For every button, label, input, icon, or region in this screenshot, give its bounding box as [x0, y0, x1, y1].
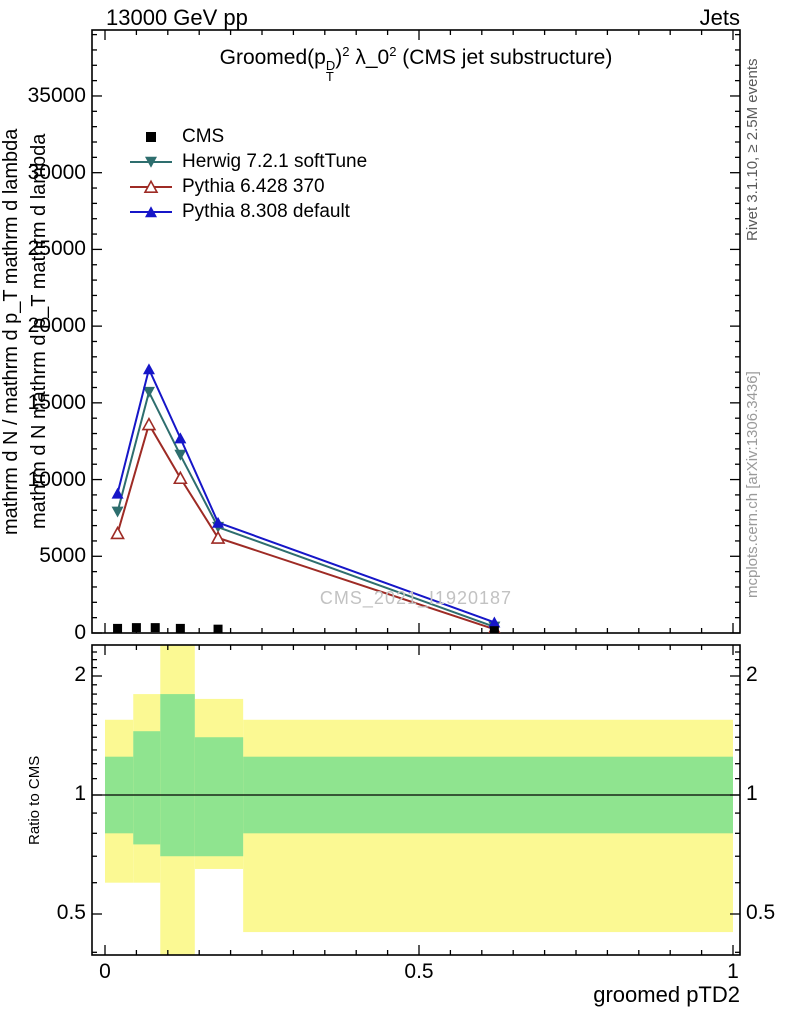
mcplots-citation-note: mcplots.cern.ch [arXiv:1306.3436]: [744, 371, 761, 599]
tick-label: 1: [74, 782, 86, 805]
triangle-up-icon: [130, 205, 172, 217]
square-icon: [146, 131, 156, 142]
ratio-band-inner: [194, 737, 244, 857]
axis-ticks: [92, 30, 740, 955]
triangle-up-open-icon: [130, 179, 172, 193]
triangle-down-icon: [130, 156, 172, 168]
ratio-bands: [105, 645, 733, 955]
legend-item-1: Herwig 7.2.1 softTune: [128, 149, 367, 174]
rivet-version-note: Rivet 3.1.10, ≥ 2.5M events: [744, 58, 761, 242]
collision-energy-label: 13000 GeV pp: [106, 5, 248, 30]
tick-label: 10000: [27, 467, 86, 491]
tick-label: 0.5: [56, 901, 86, 924]
legend-label: Herwig 7.2.1 softTune: [182, 150, 368, 172]
ratio-frame: [91, 644, 741, 956]
tick-label: 1: [746, 782, 758, 805]
legend: CMS Herwig 7.2.1 softTune Pythia 6.428 370…: [128, 124, 367, 224]
legend-label: CMS: [182, 125, 225, 147]
analysis-group-label: Jets: [699, 5, 740, 30]
x-axis-label: groomed pTD2: [593, 982, 740, 1007]
analysis-id-watermark: CMS_2021_I1920187: [319, 588, 513, 608]
tick-label: 0.5: [404, 960, 434, 983]
plot-title: Groomed(p D T)2 λ_02 (CMS jet substructure…: [92, 44, 740, 84]
tick-label: 1: [727, 960, 739, 983]
tick-label: 2: [74, 663, 86, 686]
series-line: [116, 366, 495, 624]
tick-label: 0: [99, 960, 111, 983]
tick-label: 35000: [27, 83, 86, 107]
tick-label: 0.5: [746, 901, 776, 924]
tick-label: 5000: [39, 544, 86, 568]
legend-label: Pythia 8.308 default: [182, 200, 350, 222]
tick-label: 25000: [27, 237, 86, 261]
series: [110, 363, 501, 633]
tick-label: 0: [74, 621, 86, 644]
legend-item-0: CMS: [128, 124, 367, 149]
ratio-band-inner: [160, 694, 195, 857]
title-text: Groomed(p D T)2 λ_02 (CMS jet substructure…: [219, 44, 613, 84]
tick-label: 15000: [27, 390, 86, 414]
tick-label: 20000: [27, 314, 86, 338]
ratio-band-inner: [133, 731, 161, 845]
legend-item-3: Pythia 8.308 default: [128, 199, 367, 224]
tick-label: 2: [746, 663, 758, 686]
legend-item-2: Pythia 6.428 370: [128, 174, 367, 199]
legend-label: Pythia 6.428 370: [182, 175, 325, 197]
main-frame: [91, 29, 741, 634]
tick-label: 30000: [27, 160, 86, 184]
